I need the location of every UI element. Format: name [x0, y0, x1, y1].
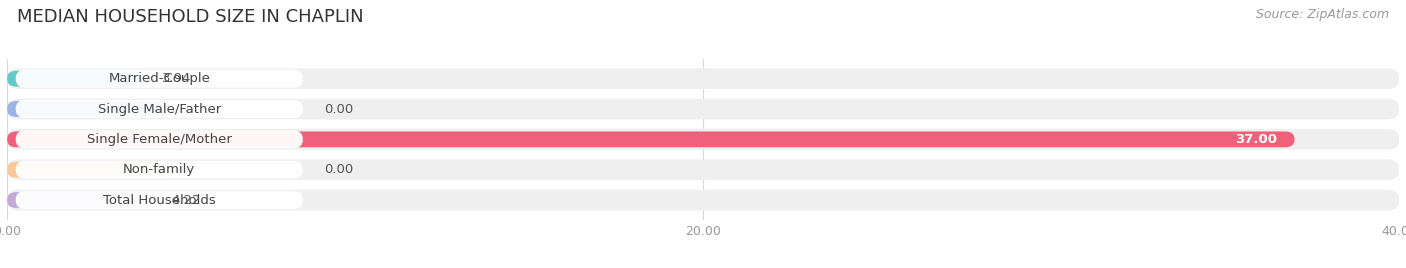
- Text: 0.00: 0.00: [323, 163, 353, 176]
- Text: Total Households: Total Households: [103, 193, 215, 207]
- Text: MEDIAN HOUSEHOLD SIZE IN CHAPLIN: MEDIAN HOUSEHOLD SIZE IN CHAPLIN: [17, 8, 364, 26]
- FancyBboxPatch shape: [15, 100, 302, 118]
- FancyBboxPatch shape: [7, 99, 1399, 119]
- FancyBboxPatch shape: [7, 101, 170, 117]
- FancyBboxPatch shape: [7, 132, 1295, 147]
- Text: 0.00: 0.00: [323, 103, 353, 116]
- FancyBboxPatch shape: [7, 162, 170, 178]
- Text: 3.94: 3.94: [162, 72, 191, 85]
- FancyBboxPatch shape: [7, 192, 153, 208]
- Text: Source: ZipAtlas.com: Source: ZipAtlas.com: [1256, 8, 1389, 21]
- Text: Married-Couple: Married-Couple: [108, 72, 211, 85]
- FancyBboxPatch shape: [15, 191, 302, 209]
- FancyBboxPatch shape: [7, 71, 145, 87]
- Text: Non-family: Non-family: [124, 163, 195, 176]
- FancyBboxPatch shape: [7, 159, 1399, 180]
- Text: Single Female/Mother: Single Female/Mother: [87, 133, 232, 146]
- Text: Single Male/Father: Single Male/Father: [97, 103, 221, 116]
- FancyBboxPatch shape: [15, 161, 302, 179]
- FancyBboxPatch shape: [7, 129, 1399, 150]
- FancyBboxPatch shape: [7, 190, 1399, 210]
- FancyBboxPatch shape: [7, 68, 1399, 89]
- FancyBboxPatch shape: [15, 70, 302, 88]
- Text: 4.22: 4.22: [172, 193, 201, 207]
- Text: 37.00: 37.00: [1236, 133, 1277, 146]
- FancyBboxPatch shape: [15, 131, 302, 148]
